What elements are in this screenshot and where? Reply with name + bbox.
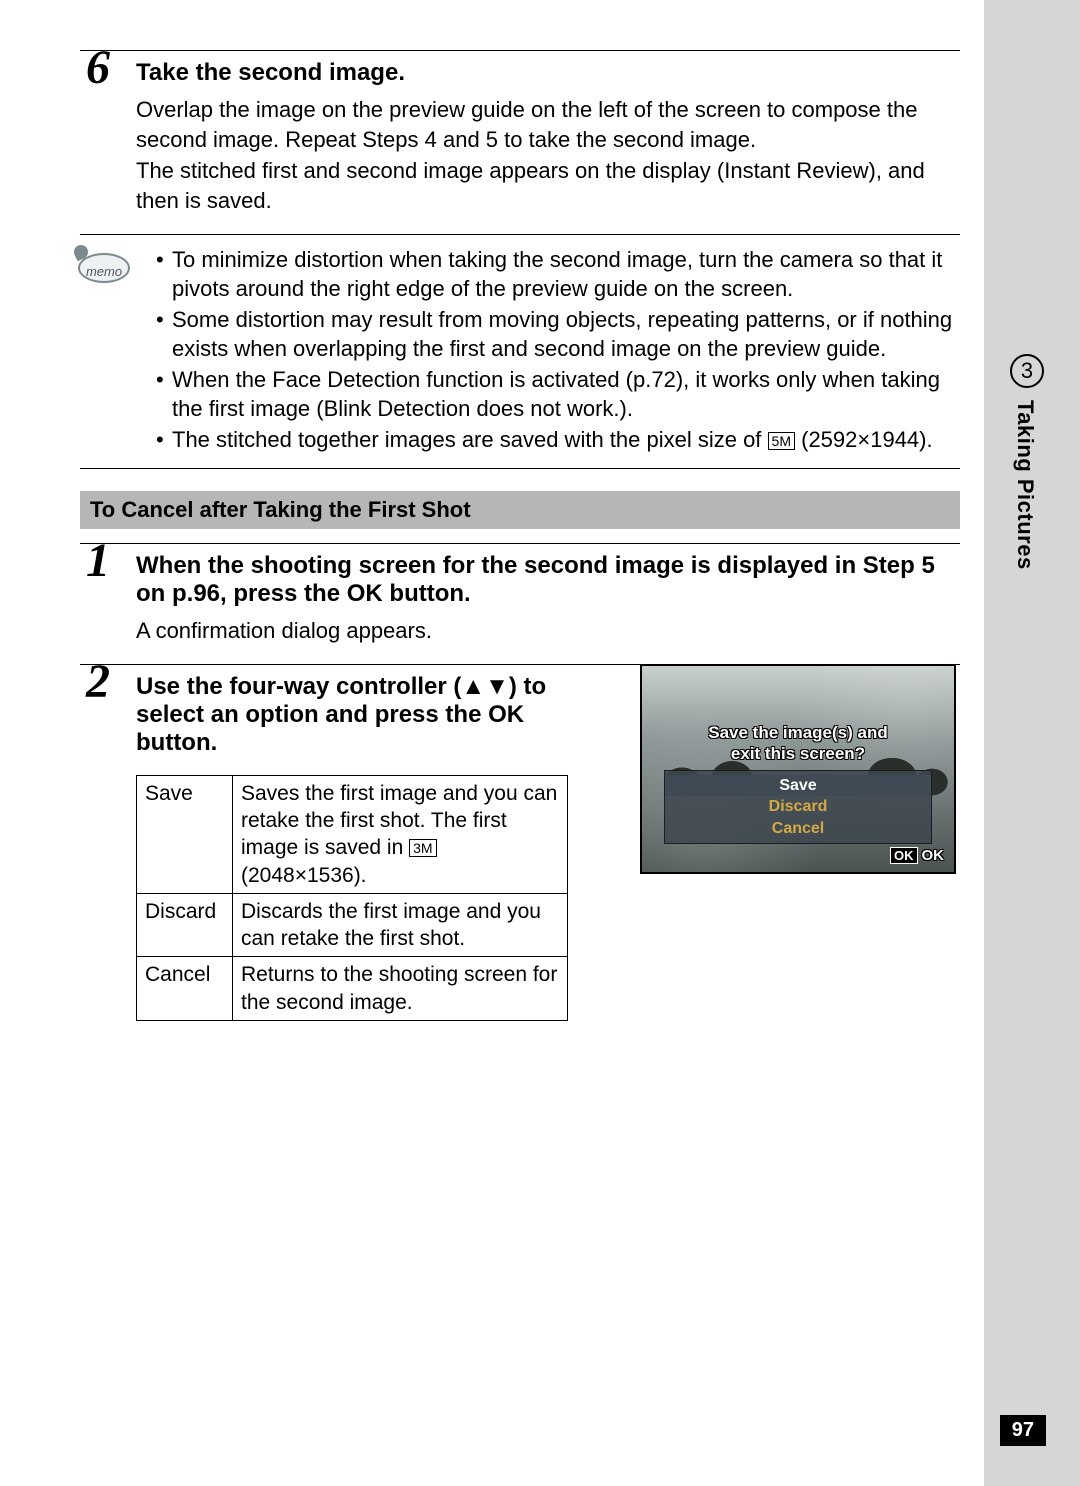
table-row: Discard Discards the first image and you… <box>137 893 568 957</box>
section-subheader: To Cancel after Taking the First Shot <box>80 491 960 529</box>
camera-option-save[interactable]: Save <box>665 775 931 797</box>
memo-block: memo To minimize distortion when taking … <box>80 234 960 469</box>
memo-label: memo <box>76 264 132 279</box>
option-desc-a: Saves the first image and you can retake… <box>241 782 557 860</box>
step-title: Take the second image. <box>136 59 960 87</box>
step-title: When the shooting screen for the second … <box>136 552 960 608</box>
step-paragraph: The stitched first and second image appe… <box>136 156 960 215</box>
step-title-b: button. <box>383 580 471 607</box>
ok-label: OK <box>347 580 383 607</box>
step-title-b: button. <box>136 729 217 756</box>
step-paragraph: A confirmation dialog appears. <box>136 616 960 646</box>
step-6: 6 Take the second image. Overlap the ima… <box>80 50 960 216</box>
chapter-title: Taking Pictures <box>1012 400 1038 570</box>
step-number: 1 <box>86 537 110 585</box>
ok-label: OK <box>488 701 524 728</box>
option-name: Cancel <box>137 957 233 1021</box>
step-2: 2 Use the four-way controller (▲▼) to se… <box>80 664 960 757</box>
step-number: 2 <box>86 658 110 706</box>
camera-ok-indicator: OKOK <box>890 847 944 864</box>
option-desc: Returns to the shooting screen for the s… <box>233 957 568 1021</box>
table-row: Cancel Returns to the shooting screen fo… <box>137 957 568 1021</box>
camera-prompt: Save the image(s) and exit this screen? <box>642 722 954 765</box>
memo-item: Some distortion may result from moving o… <box>156 305 960 363</box>
divider <box>80 50 960 51</box>
option-desc-b: (2048×1536). <box>241 864 367 887</box>
memo-item-text: The stitched together images are saved w… <box>172 427 768 452</box>
camera-prompt-line2: exit this screen? <box>642 743 954 764</box>
memo-item-dims: (2592×1944). <box>795 427 933 452</box>
divider <box>80 543 960 544</box>
step-title: Use the four-way controller (▲▼) to sele… <box>136 673 606 757</box>
option-desc: Saves the first image and you can retake… <box>233 775 568 893</box>
table-row: Save Saves the first image and you can r… <box>137 775 568 893</box>
step-1: 1 When the shooting screen for the secon… <box>80 543 960 646</box>
camera-dialog-illustration: Save the image(s) and exit this screen? … <box>640 664 956 874</box>
options-table: Save Saves the first image and you can r… <box>136 775 568 1021</box>
side-tab: 3 Taking Pictures 97 <box>984 0 1080 1486</box>
camera-menu: Save Discard Cancel <box>664 770 932 845</box>
memo-item: When the Face Detection function is acti… <box>156 365 960 423</box>
manual-page: 3 Taking Pictures 97 6 Take the second i… <box>0 0 1080 1486</box>
page-content: 6 Take the second image. Overlap the ima… <box>80 50 960 1021</box>
page-number: 97 <box>1000 1415 1046 1446</box>
option-name: Save <box>137 775 233 893</box>
pixel-size-badge: 3M <box>409 839 436 857</box>
step-number: 6 <box>86 44 110 92</box>
memo-list: To minimize distortion when taking the s… <box>156 245 960 454</box>
pixel-size-badge: 5M <box>768 432 795 450</box>
ok-badge-icon: OK <box>890 847 918 864</box>
memo-item: To minimize distortion when taking the s… <box>156 245 960 303</box>
camera-prompt-line1: Save the image(s) and <box>642 722 954 743</box>
camera-option-discard[interactable]: Discard <box>665 796 931 818</box>
step-paragraph: Overlap the image on the preview guide o… <box>136 95 960 154</box>
step-title-a: Use the four-way controller (▲▼) to sele… <box>136 673 546 728</box>
step-title-a: When the shooting screen for the second … <box>136 552 935 607</box>
memo-icon: memo <box>76 253 132 303</box>
ok-label-text: OK <box>922 847 945 864</box>
camera-option-cancel[interactable]: Cancel <box>665 818 931 840</box>
option-desc: Discards the first image and you can ret… <box>233 893 568 957</box>
chapter-number-badge: 3 <box>1010 354 1044 388</box>
option-name: Discard <box>137 893 233 957</box>
memo-item: The stitched together images are saved w… <box>156 425 960 454</box>
